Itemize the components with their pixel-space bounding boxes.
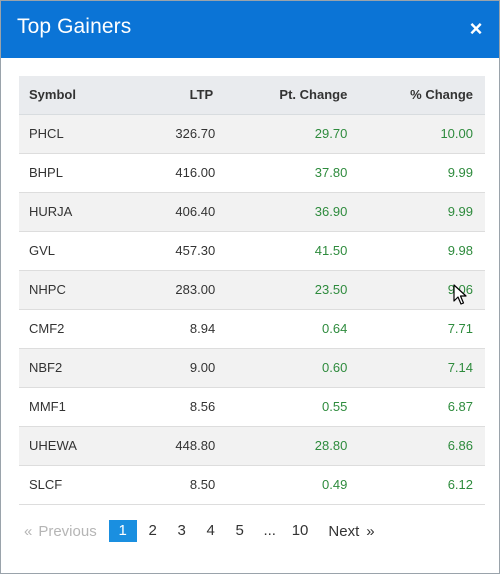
table-row[interactable]: PHCL 326.70 29.70 10.00 bbox=[19, 114, 485, 154]
pct-change-cell: 10.00 bbox=[348, 114, 485, 154]
gainers-table: Symbol LTP Pt. Change % Change PHCL 326.… bbox=[19, 76, 485, 505]
page-4-button[interactable]: 4 bbox=[206, 522, 215, 539]
ltp-cell: 283.00 bbox=[135, 270, 216, 310]
pt-change-cell: 37.80 bbox=[215, 153, 349, 193]
pt-change-cell: 0.49 bbox=[215, 465, 349, 505]
table-row[interactable]: SLCF 8.50 0.49 6.12 bbox=[19, 465, 485, 505]
modal-header: Top Gainers × bbox=[1, 1, 499, 58]
previous-label[interactable]: Previous bbox=[38, 522, 97, 540]
header-pt-change[interactable]: Pt. Change bbox=[215, 76, 349, 115]
previous-button[interactable]: « bbox=[24, 523, 32, 540]
page-3-button[interactable]: 3 bbox=[177, 522, 186, 539]
ltp-cell: 8.56 bbox=[135, 387, 216, 427]
gainers-table-container: Symbol LTP Pt. Change % Change PHCL 326.… bbox=[19, 76, 485, 505]
next-button[interactable]: » bbox=[366, 523, 374, 540]
page-1-button[interactable]: 1 bbox=[108, 520, 137, 542]
pct-change-cell: 9.98 bbox=[348, 231, 485, 271]
header-ltp[interactable]: LTP bbox=[135, 76, 216, 115]
pt-change-cell: 0.55 bbox=[215, 387, 349, 427]
ltp-cell: 8.50 bbox=[135, 465, 216, 505]
symbol-cell[interactable]: CMF2 bbox=[19, 309, 136, 349]
table-row[interactable]: BHPL 416.00 37.80 9.99 bbox=[19, 153, 485, 193]
page-2-button[interactable]: 2 bbox=[148, 522, 157, 539]
ltp-cell: 416.00 bbox=[135, 153, 216, 193]
pt-change-cell: 0.64 bbox=[215, 309, 349, 349]
pt-change-cell: 28.80 bbox=[215, 426, 349, 466]
header-pct-change[interactable]: % Change bbox=[348, 76, 485, 115]
symbol-cell[interactable]: SLCF bbox=[19, 465, 136, 505]
symbol-cell[interactable]: UHEWA bbox=[19, 426, 136, 466]
ltp-cell: 8.94 bbox=[135, 309, 216, 349]
next-label[interactable]: Next bbox=[328, 522, 360, 540]
table-row[interactable]: MMF1 8.56 0.55 6.87 bbox=[19, 387, 485, 427]
page-ellipsis: ... bbox=[263, 522, 276, 539]
pct-change-cell: 9.99 bbox=[348, 192, 485, 232]
symbol-cell[interactable]: MMF1 bbox=[19, 387, 136, 427]
close-button[interactable]: × bbox=[467, 17, 485, 41]
symbol-cell[interactable]: NHPC bbox=[19, 270, 136, 310]
table-row[interactable]: NHPC 283.00 23.50 9.06 bbox=[19, 270, 485, 310]
ltp-cell: 448.80 bbox=[135, 426, 216, 466]
ltp-cell: 326.70 bbox=[135, 114, 216, 154]
pt-change-cell: 23.50 bbox=[215, 270, 349, 310]
table-header-row: Symbol LTP Pt. Change % Change bbox=[19, 76, 485, 115]
pct-change-cell: 6.86 bbox=[348, 426, 485, 466]
pct-change-cell: 9.99 bbox=[348, 153, 485, 193]
pct-change-cell: 7.14 bbox=[348, 348, 485, 388]
pagination: « Previous 1 2 3 4 5 ... 10 Next » bbox=[24, 520, 375, 542]
table-body: PHCL 326.70 29.70 10.00 BHPL 416.00 37.8… bbox=[19, 114, 485, 505]
symbol-cell[interactable]: BHPL bbox=[19, 153, 136, 193]
table-row[interactable]: NBF2 9.00 0.60 7.14 bbox=[19, 348, 485, 388]
modal-title: Top Gainers bbox=[17, 15, 132, 38]
pct-change-cell: 6.87 bbox=[348, 387, 485, 427]
page-10-button[interactable]: 10 bbox=[291, 522, 309, 539]
symbol-cell[interactable]: PHCL bbox=[19, 114, 136, 154]
double-chevron-right-icon: » bbox=[366, 522, 375, 540]
ltp-cell: 406.40 bbox=[135, 192, 216, 232]
page-5-button[interactable]: 5 bbox=[235, 522, 244, 539]
pt-change-cell: 29.70 bbox=[215, 114, 349, 154]
pt-change-cell: 0.60 bbox=[215, 348, 349, 388]
pt-change-cell: 41.50 bbox=[215, 231, 349, 271]
symbol-cell[interactable]: HURJA bbox=[19, 192, 136, 232]
table-row[interactable]: HURJA 406.40 36.90 9.99 bbox=[19, 192, 485, 232]
close-icon: × bbox=[469, 16, 483, 41]
table-row[interactable]: UHEWA 448.80 28.80 6.86 bbox=[19, 426, 485, 466]
pct-change-cell: 6.12 bbox=[348, 465, 485, 505]
pt-change-cell: 36.90 bbox=[215, 192, 349, 232]
ltp-cell: 457.30 bbox=[135, 231, 216, 271]
pct-change-cell: 7.71 bbox=[348, 309, 485, 349]
double-chevron-left-icon: « bbox=[24, 522, 33, 540]
ltp-cell: 9.00 bbox=[135, 348, 216, 388]
header-symbol[interactable]: Symbol bbox=[19, 76, 136, 115]
symbol-cell[interactable]: GVL bbox=[19, 231, 136, 271]
symbol-cell[interactable]: NBF2 bbox=[19, 348, 136, 388]
table-row[interactable]: CMF2 8.94 0.64 7.71 bbox=[19, 309, 485, 349]
table-row[interactable]: GVL 457.30 41.50 9.98 bbox=[19, 231, 485, 271]
mouse-pointer-icon bbox=[453, 284, 467, 305]
